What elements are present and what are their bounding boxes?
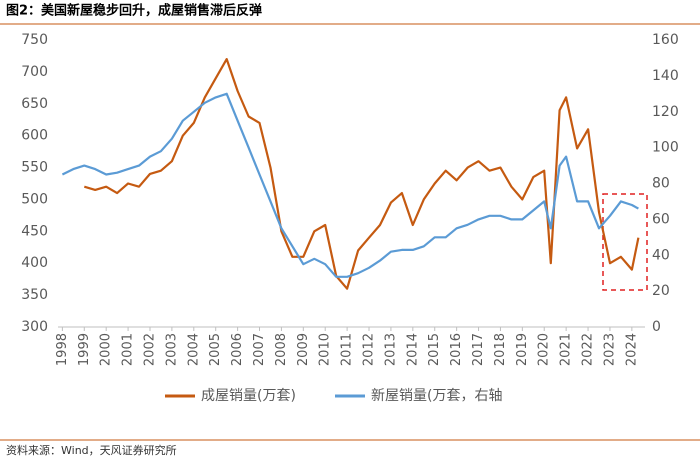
y-tick-label: 300 [21, 319, 48, 335]
x-tick-label: 2001 [121, 333, 136, 366]
x-tick-label: 2015 [427, 333, 442, 366]
y2-tick-label: 20 [652, 283, 670, 299]
legend-label: 成屋销量(万套) [201, 388, 296, 404]
source-note: 资料来源：Wind，天风证券研究所 [6, 443, 177, 457]
series-line [83, 58, 640, 290]
x-tick-label: 2016 [449, 333, 464, 366]
y-tick-label: 550 [21, 160, 48, 176]
x-tick-label: 1999 [77, 333, 92, 366]
highlight-box [602, 193, 648, 291]
x-tick-label: 2018 [493, 333, 508, 366]
x-tick-label: 2009 [296, 333, 311, 366]
x-tick-label: 2014 [405, 333, 420, 366]
y2-tick-label: 80 [652, 176, 670, 192]
x-tick-label: 2003 [164, 333, 179, 366]
y2-tick-label: 0 [652, 319, 661, 335]
x-tick-label: 2005 [208, 333, 223, 366]
y2-tick-label: 140 [652, 68, 679, 84]
x-tick-label: 1998 [55, 333, 70, 366]
x-tick-label: 2007 [252, 333, 267, 366]
x-tick-label: 2012 [362, 333, 377, 366]
y2-tick-label: 60 [652, 211, 670, 227]
y-tick-label: 650 [21, 96, 48, 112]
x-tick-label: 2002 [142, 333, 157, 366]
x-tick-label: 2017 [471, 333, 486, 366]
x-tick-label: 2020 [537, 333, 552, 366]
x-tick-label: 2023 [602, 333, 617, 366]
x-tick-label: 2019 [515, 333, 530, 366]
y2-tick-label: 120 [652, 104, 679, 120]
x-tick-label: 2013 [383, 333, 398, 366]
x-tick-label: 2010 [318, 333, 333, 366]
x-tick-label: 2008 [274, 333, 289, 366]
chart-title: 图2：美国新屋稳步回升，成屋销售滞后反弹 [6, 3, 262, 19]
y2-tick-label: 160 [652, 32, 679, 48]
y-tick-label: 450 [21, 223, 48, 239]
y2-tick-label: 40 [652, 247, 670, 263]
y-tick-label: 350 [21, 287, 48, 303]
x-tick-label: 2022 [581, 333, 596, 366]
series-line [61, 92, 639, 278]
x-tick-label: 2004 [186, 333, 201, 366]
x-tick-label: 2021 [559, 333, 574, 366]
y2-tick-label: 100 [652, 140, 679, 156]
y-tick-label: 500 [21, 191, 48, 207]
y-tick-label: 400 [21, 255, 48, 271]
x-tick-label: 2024 [624, 333, 639, 366]
x-tick-label: 2000 [99, 333, 114, 366]
legend-label: 新屋销量(万套，右轴 [371, 388, 502, 404]
y-tick-label: 600 [21, 128, 48, 144]
y-tick-label: 750 [21, 32, 48, 48]
y-tick-label: 700 [21, 64, 48, 80]
x-tick-label: 2006 [230, 333, 245, 366]
x-tick-label: 2011 [340, 333, 355, 366]
